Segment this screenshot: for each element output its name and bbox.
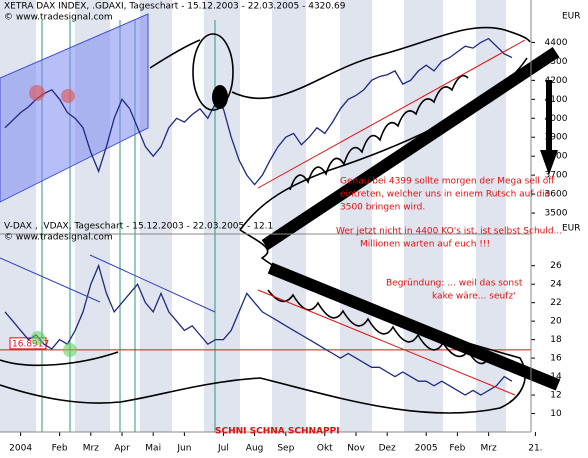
y-tick-label: 26 (550, 261, 562, 271)
y-tick-label: 4000 (545, 114, 568, 124)
highlight (61, 89, 75, 103)
x-tick-label: Mrz (83, 444, 99, 454)
y-unit: EUR (562, 12, 581, 22)
highlight (63, 343, 77, 357)
y-unit: EUR (562, 224, 581, 234)
x-tick-label: 21. (528, 444, 542, 454)
trend-line (257, 289, 516, 396)
chart-title: XETRA DAX INDEX, .GDAXI, Tageschart - 15… (4, 2, 346, 12)
x-tick-label: Nov (347, 444, 365, 454)
x-tick-label: Dez (379, 444, 396, 454)
y-tick-label: 3900 (545, 133, 568, 143)
chart-subtitle: © www.tradesignal.com (4, 233, 113, 243)
x-tick-label: Aug (246, 444, 264, 454)
chart-title: V-DAX , .VDAX, Tageschart - 15.12.2003 -… (4, 222, 273, 232)
slogan: SCHNI SCHNA SCHNAPPI (215, 427, 340, 437)
arrow (540, 80, 558, 175)
y-tick-label: 24 (550, 280, 562, 290)
x-tick-label: Okt (317, 444, 333, 454)
x-tick-label: Sep (277, 444, 294, 454)
trend-line (257, 39, 526, 189)
x-tick-label: 2005 (415, 444, 438, 454)
y-tick-label: 4400 (545, 38, 568, 48)
highlight (29, 85, 45, 101)
x-tick-label: Feb (52, 444, 68, 454)
series-line (4, 37, 513, 186)
x-tick-label: Mai (145, 444, 161, 454)
series-line (4, 263, 513, 396)
y-tick-label: 4300 (545, 57, 568, 67)
thick-line (261, 46, 560, 251)
y-tick-label: 14 (550, 372, 562, 382)
y-tick-label: 4100 (545, 95, 568, 105)
crocodile-eye (212, 85, 228, 109)
month-stripe (340, 0, 372, 432)
chart-subtitle: © www.tradesignal.com (4, 13, 113, 23)
y-tick-label: 4200 (545, 76, 568, 86)
y-tick-label: 18 (550, 335, 562, 345)
x-tick-label: Jun (176, 444, 191, 454)
annotation: eintreten, welcher uns in einem Rutsch a… (340, 190, 551, 200)
y-tick-label: 10 (550, 409, 562, 419)
reference-label: 16.8917 (12, 339, 49, 349)
x-tick-label: Feb (449, 444, 465, 454)
y-tick-label: 3700 (545, 171, 568, 181)
x-tick-label: Apr (114, 444, 130, 454)
month-stripe (404, 0, 443, 432)
y-tick-label: 12 (550, 391, 561, 401)
y-tick-label: 3600 (545, 190, 568, 200)
annotation: 3500 bringen wird. (340, 203, 425, 213)
y-tick-label: 16 (550, 354, 562, 364)
month-stripe (204, 0, 240, 432)
thick-line (267, 262, 561, 391)
trend-channel (0, 13, 149, 203)
y-tick-label: 22 (550, 298, 561, 308)
y-tick-label: 3800 (545, 152, 568, 162)
y-tick-label: 3500 (545, 209, 568, 219)
annotation: Millionen warten auf euch !!! (360, 240, 490, 250)
annotation: Wer jetzt nicht in 4400 KO's ist, ist se… (336, 227, 562, 237)
annotation: Begründung: ... weil das sonst (386, 279, 523, 289)
annotation: kake wäre... seufz' (432, 292, 516, 302)
annotation: Genau bei 4399 sollte morgen der Mega se… (340, 177, 555, 187)
trend-line (89, 254, 216, 313)
y-tick-label: 20 (550, 317, 562, 327)
highlight (31, 331, 45, 345)
x-tick-label: Jul (217, 444, 229, 454)
reference-label-box (9, 337, 47, 350)
x-tick-label: Mrz (480, 444, 496, 454)
x-tick-label: 2004 (9, 444, 32, 454)
trend-line (0, 257, 101, 303)
